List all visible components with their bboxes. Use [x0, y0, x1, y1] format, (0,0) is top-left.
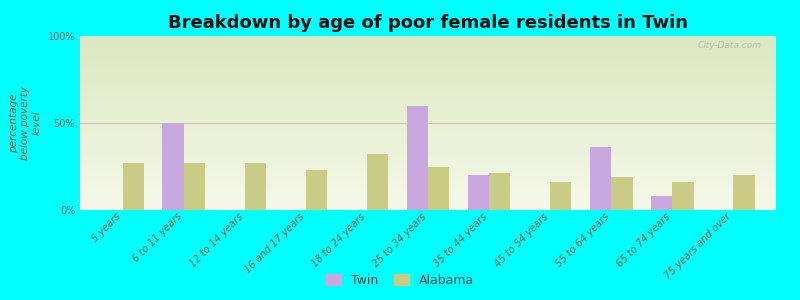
Bar [672, 182, 694, 210]
Bar [468, 175, 489, 210]
Bar [489, 173, 510, 210]
Bar [367, 154, 388, 210]
Text: City-Data.com: City-Data.com [698, 41, 762, 50]
Y-axis label: percentage
below poverty
level: percentage below poverty level [9, 86, 42, 160]
Bar [611, 177, 633, 210]
Bar [550, 182, 571, 210]
Title: Breakdown by age of poor female residents in Twin: Breakdown by age of poor female resident… [168, 14, 688, 32]
Bar [306, 170, 327, 210]
Bar [734, 175, 754, 210]
Legend: Twin, Alabama: Twin, Alabama [322, 270, 478, 291]
Bar [428, 167, 450, 210]
Bar [651, 196, 672, 210]
Bar [245, 163, 266, 210]
Bar [184, 163, 205, 210]
Bar [590, 147, 611, 210]
Bar [406, 106, 428, 210]
Bar [162, 123, 184, 210]
Bar [122, 163, 144, 210]
